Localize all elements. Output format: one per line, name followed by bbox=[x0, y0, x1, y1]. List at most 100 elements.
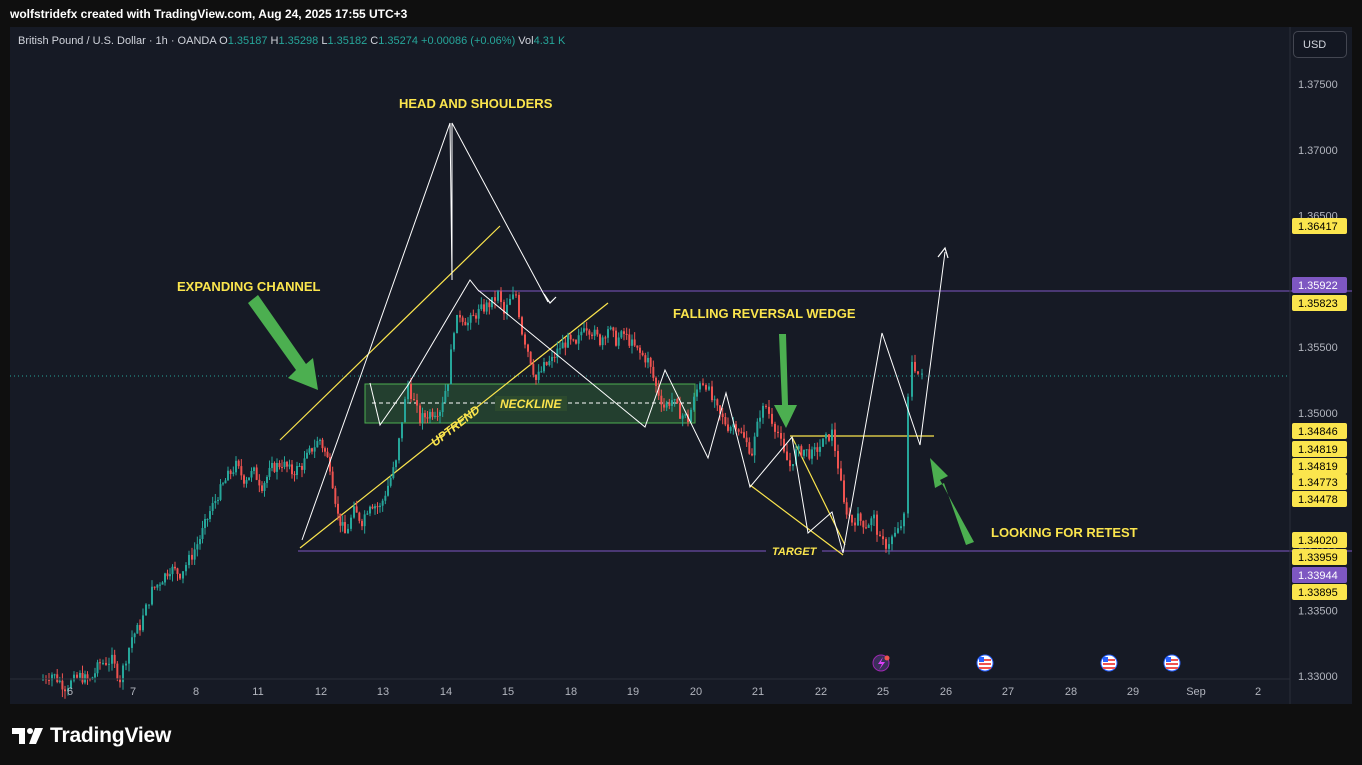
candle bbox=[42, 674, 44, 682]
candle bbox=[721, 407, 724, 425]
candle bbox=[702, 378, 704, 387]
candle bbox=[416, 393, 418, 413]
candle bbox=[456, 314, 458, 334]
price-tag-text: 1.35823 bbox=[1298, 298, 1338, 310]
candle bbox=[828, 434, 830, 443]
candle bbox=[250, 467, 253, 482]
symbol-name[interactable]: British Pound / U.S. Dollar · 1h · OANDA bbox=[18, 35, 217, 47]
x-tick-label: 28 bbox=[1065, 686, 1077, 698]
candle bbox=[561, 334, 564, 349]
candle bbox=[148, 604, 150, 609]
candle bbox=[805, 449, 808, 457]
candle bbox=[384, 490, 387, 505]
x-tick-label: 22 bbox=[815, 686, 827, 698]
candle bbox=[94, 667, 96, 683]
candle bbox=[214, 493, 217, 509]
currency-button[interactable]: USD bbox=[1293, 31, 1347, 58]
candle bbox=[743, 424, 745, 439]
price-tag-text: 1.34819 bbox=[1298, 444, 1338, 456]
candle bbox=[398, 437, 400, 464]
y-axis[interactable]: 1.375001.370001.365001.360001.355001.350… bbox=[1289, 27, 1338, 704]
x-axis[interactable]: 6 7 8 11 12 13 14 15 18 19 20 21 22 25 26 27 28 29 Sep 2 bbox=[10, 678, 1290, 698]
candle bbox=[690, 407, 692, 423]
candle bbox=[540, 366, 543, 373]
candle bbox=[431, 408, 434, 420]
volume-label: Vol bbox=[518, 35, 534, 47]
chart-panel[interactable]: HEAD AND SHOULDERS EXPANDING CHANNEL FAL… bbox=[10, 27, 1352, 704]
low-label: L bbox=[321, 35, 328, 47]
candle bbox=[559, 341, 561, 355]
candle bbox=[876, 510, 878, 542]
price-tag-text: 1.35922 bbox=[1298, 280, 1338, 292]
candle bbox=[263, 481, 266, 497]
candle bbox=[319, 438, 321, 445]
candle bbox=[469, 312, 472, 330]
candle bbox=[705, 383, 707, 392]
event-icon-lightning[interactable] bbox=[872, 654, 890, 672]
candle bbox=[371, 504, 374, 510]
us-flag-icon[interactable] bbox=[976, 654, 994, 672]
candle bbox=[907, 393, 909, 518]
candle bbox=[227, 466, 229, 481]
candle bbox=[169, 568, 171, 580]
x-tick-label: 8 bbox=[193, 686, 199, 698]
candle bbox=[894, 527, 896, 538]
candle bbox=[291, 460, 293, 479]
candle bbox=[625, 327, 628, 340]
candle bbox=[439, 410, 441, 424]
chart-attribution: wolfstridefx created with TradingView.co… bbox=[10, 7, 408, 21]
tradingview-logo[interactable]: TradingView bbox=[12, 724, 171, 748]
candle bbox=[591, 332, 593, 340]
candle bbox=[751, 448, 753, 457]
candle bbox=[813, 442, 816, 457]
candle bbox=[545, 361, 548, 366]
candle bbox=[404, 396, 406, 423]
target-label-bg bbox=[766, 543, 822, 558]
candle bbox=[381, 498, 384, 512]
candle bbox=[436, 408, 439, 421]
candle bbox=[273, 461, 276, 473]
candle bbox=[196, 536, 199, 557]
candle bbox=[45, 675, 47, 684]
price-tag-text: 1.33944 bbox=[1298, 570, 1338, 582]
us-flag-icon[interactable] bbox=[1100, 654, 1118, 672]
candle bbox=[306, 449, 308, 460]
candle bbox=[419, 403, 421, 426]
candle bbox=[641, 350, 644, 357]
candle bbox=[119, 675, 121, 688]
price-tag: 1.36417 bbox=[1292, 218, 1347, 234]
candle bbox=[116, 661, 119, 682]
candle bbox=[548, 355, 551, 367]
us-flag-icon[interactable] bbox=[1163, 654, 1181, 672]
x-tick-label: 12 bbox=[315, 686, 327, 698]
candle bbox=[331, 466, 334, 489]
candle bbox=[376, 502, 379, 514]
open-label: O bbox=[219, 35, 228, 47]
candle bbox=[61, 673, 64, 698]
retest-arrow bbox=[930, 458, 974, 545]
price-tag: 1.35823 bbox=[1292, 295, 1347, 311]
candle bbox=[102, 659, 104, 666]
candle bbox=[601, 335, 604, 350]
candle bbox=[475, 312, 477, 323]
x-tick-label: 13 bbox=[377, 686, 389, 698]
price-tag-text: 1.34773 bbox=[1298, 477, 1338, 489]
channel-upper-line bbox=[279, 225, 501, 441]
candle bbox=[113, 649, 116, 668]
symbol-legend[interactable]: British Pound / U.S. Dollar · 1h · OANDA… bbox=[18, 35, 565, 47]
candle bbox=[816, 442, 819, 460]
candle bbox=[716, 398, 719, 412]
candle bbox=[497, 289, 499, 304]
price-chart[interactable]: HEAD AND SHOULDERS EXPANDING CHANNEL FAL… bbox=[10, 27, 1352, 704]
candle bbox=[759, 410, 761, 429]
candle bbox=[865, 519, 867, 530]
candle bbox=[193, 542, 196, 565]
candle bbox=[477, 304, 480, 325]
candle bbox=[803, 449, 805, 459]
candle bbox=[862, 520, 865, 534]
candle bbox=[316, 436, 319, 448]
candle bbox=[577, 328, 580, 350]
y-tick-label: 1.35000 bbox=[1298, 408, 1338, 420]
target-label: TARGET bbox=[772, 546, 818, 558]
y-tick-label: 1.35500 bbox=[1298, 342, 1338, 354]
